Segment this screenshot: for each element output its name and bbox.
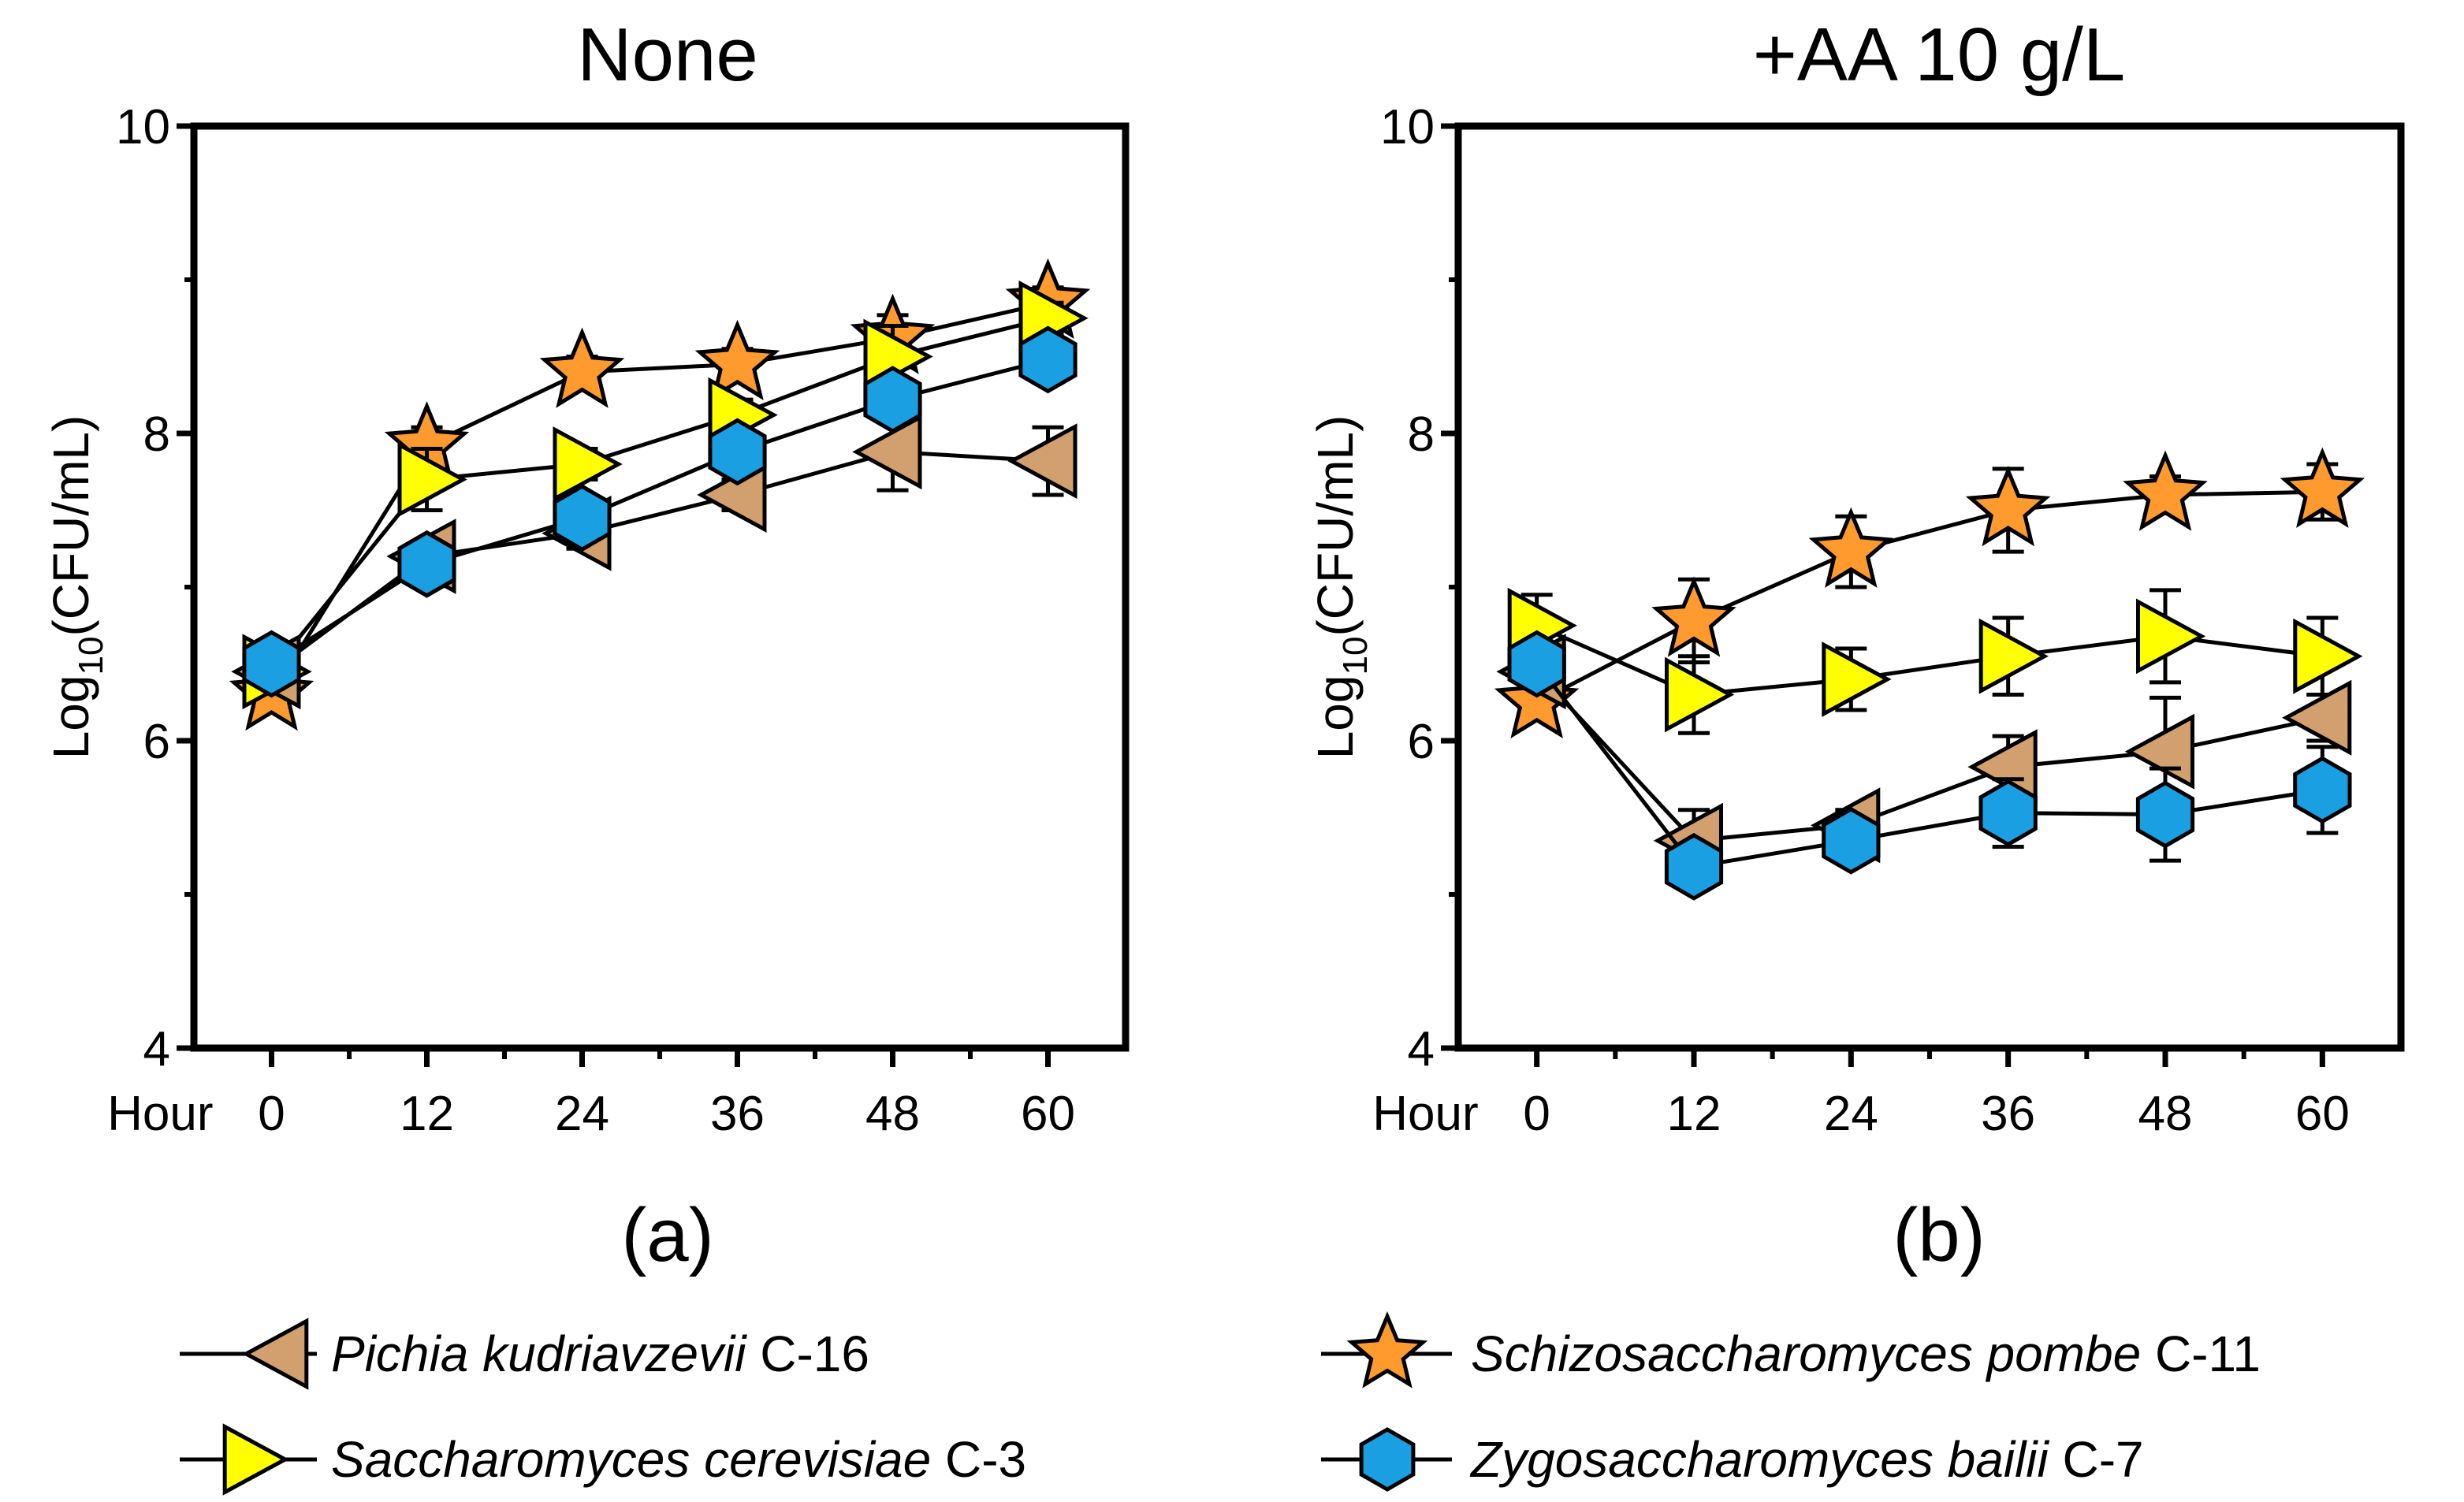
panel-label: (b) xyxy=(1893,1193,1985,1277)
legend-item-schizo: Schizosaccharomyces pombe C-11 xyxy=(1321,1311,2261,1389)
data-point-saccharomyces xyxy=(1665,656,1735,733)
x-tick-label: 12 xyxy=(1667,1087,1721,1141)
data-point-pichia xyxy=(852,414,922,490)
data-point-zygo xyxy=(242,630,301,698)
x-tick-label: 0 xyxy=(1523,1087,1550,1141)
series-schizo xyxy=(1494,447,2365,738)
data-point-schizo xyxy=(1965,465,2051,547)
x-axis-label: Hour xyxy=(107,1087,213,1141)
data-point-zygo xyxy=(553,484,612,552)
legend-label: Saccharomyces cerevisiae C-3 xyxy=(331,1431,1026,1488)
y-tick-label: 8 xyxy=(143,407,170,462)
data-point-schizo xyxy=(2123,450,2208,531)
legend-item-pichia: Pichia kudriavzevii C-16 xyxy=(180,1318,869,1390)
data-point-zygo xyxy=(1507,630,1566,698)
data-point-saccharomyces xyxy=(2293,618,2363,694)
data-point-pichia xyxy=(1007,423,1078,500)
data-point-zygo xyxy=(708,418,767,486)
data-point-schizo xyxy=(2280,447,2365,528)
y-tick-label: 6 xyxy=(1408,715,1435,769)
y-tick-label: 10 xyxy=(116,100,170,154)
data-point-zygo xyxy=(1978,779,2038,847)
legend-item-saccharomyces: Saccharomyces cerevisiae C-3 xyxy=(180,1423,1026,1496)
data-point-saccharomyces xyxy=(2136,598,2206,675)
x-tick-label: 24 xyxy=(555,1087,609,1141)
legend-label: Pichia kudriavzevii C-16 xyxy=(331,1325,869,1382)
y-tick-label: 4 xyxy=(143,1022,170,1076)
legend-item-zygo: Zygosaccharomyces bailii C-7 xyxy=(1321,1427,2144,1492)
x-tick-label: 48 xyxy=(865,1087,920,1141)
y-axis-label: Log10(CFU/mL) xyxy=(43,415,110,760)
y-tick-label: 6 xyxy=(143,715,170,769)
legend-label: Schizosaccharomyces pombe C-11 xyxy=(1471,1325,2261,1382)
y-axis-label: Log10(CFU/mL) xyxy=(1307,415,1375,760)
data-point-saccharomyces xyxy=(1822,641,1892,717)
data-point-zygo xyxy=(397,530,456,598)
legend-marker-zygo xyxy=(1359,1427,1416,1492)
x-tick-label: 12 xyxy=(400,1087,454,1141)
chart-title: +AA 10 g/L xyxy=(1753,13,2125,97)
x-tick-label: 36 xyxy=(1981,1087,2035,1141)
legend: Pichia kudriavzevii C-16 Schizosaccharomy… xyxy=(180,1311,2261,1496)
data-point-zygo xyxy=(863,366,922,433)
y-tick-label: 10 xyxy=(1380,100,1435,154)
data-point-schizo xyxy=(1808,507,1894,588)
legend-marker-saccharomyces xyxy=(222,1423,289,1496)
data-point-saccharomyces xyxy=(553,426,623,502)
data-point-schizo xyxy=(539,327,625,408)
x-tick-label: 24 xyxy=(1824,1087,1878,1141)
chart-title: None xyxy=(577,13,758,97)
y-tick-label: 4 xyxy=(1408,1022,1435,1076)
legend-marker-pichia xyxy=(242,1318,309,1390)
panel-label: (a) xyxy=(621,1193,713,1277)
legend-label: Zygosaccharomyces bailii C-7 xyxy=(1469,1431,2144,1488)
data-point-pichia xyxy=(2282,679,2352,756)
data-point-zygo xyxy=(1018,325,1078,394)
data-point-saccharomyces xyxy=(397,441,467,518)
x-tick-label: 48 xyxy=(2138,1087,2193,1141)
data-point-schizo xyxy=(1651,576,1736,657)
x-tick-label: 0 xyxy=(258,1087,285,1141)
data-point-zygo xyxy=(2293,756,2352,824)
data-point-zygo xyxy=(2135,780,2195,849)
legend-marker-schizo xyxy=(1346,1311,1428,1389)
chart-panel-b: +AA 10 g/L 4 6 8 10 0 12 24 36 48 60 Hour Log10(CFU/… xyxy=(1307,13,2405,1277)
y-tick-label: 8 xyxy=(1408,407,1435,462)
chart-panel-a: None 4 6 8 10 0 12 24 36 48 60 Hour Log10(CFU/mL) (a) xyxy=(43,13,1130,1277)
x-tick-label: 36 xyxy=(710,1087,765,1141)
x-tick-label: 60 xyxy=(1021,1087,1075,1141)
data-point-zygo xyxy=(1664,833,1724,901)
x-axis-label: Hour xyxy=(1372,1087,1478,1141)
data-point-saccharomyces xyxy=(1978,618,2049,694)
data-point-schizo xyxy=(694,319,780,400)
data-point-zygo xyxy=(1822,806,1881,875)
series-zygo xyxy=(1507,630,2352,901)
x-tick-label: 60 xyxy=(2295,1087,2350,1141)
series-zygo xyxy=(242,325,1078,698)
